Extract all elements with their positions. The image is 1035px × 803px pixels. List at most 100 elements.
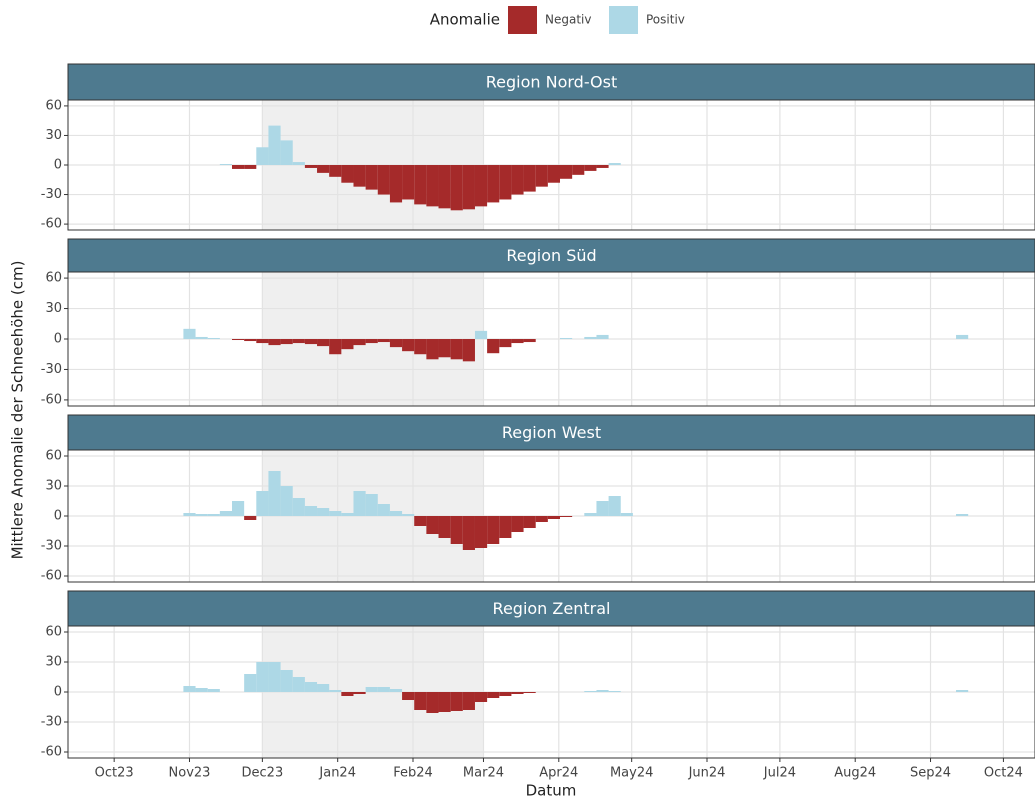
bar (414, 692, 427, 710)
bar (402, 165, 415, 200)
x-tick-label: Oct24 (984, 766, 1023, 781)
bar (426, 516, 439, 534)
y-tick-label: 0 (54, 332, 62, 347)
legend-swatch (508, 6, 537, 34)
bar (280, 486, 293, 516)
panel-title: Region Zentral (493, 599, 611, 618)
bar (414, 165, 427, 205)
panel-border (67, 99, 1035, 231)
bar (511, 692, 524, 694)
strip (67, 414, 1035, 451)
bar (499, 165, 512, 200)
y-tick-label: 30 (45, 128, 62, 143)
bar (426, 165, 439, 207)
y-tick-label: 0 (54, 509, 62, 524)
bar (523, 339, 536, 343)
bar (353, 692, 366, 694)
bar (317, 165, 330, 173)
bar (487, 516, 500, 544)
bar (304, 339, 318, 345)
bar (317, 684, 330, 692)
bar (474, 516, 488, 548)
bar (608, 691, 621, 692)
bar (426, 692, 439, 713)
x-tick-label: Aug24 (834, 766, 876, 781)
bar (353, 491, 366, 516)
bar (280, 140, 293, 165)
x-tick-label: Sep24 (910, 766, 951, 781)
bar (377, 504, 390, 516)
bar (244, 339, 257, 342)
bar (232, 339, 245, 341)
bar (304, 682, 318, 692)
x-tick-label: Oct23 (95, 766, 134, 781)
strip (67, 590, 1035, 627)
x-tick-label: Apr24 (539, 766, 578, 781)
x-tick-label: May24 (610, 766, 653, 781)
y-tick-label: -30 (41, 715, 62, 730)
bar (511, 339, 524, 344)
x-tick-label: Dec23 (242, 766, 284, 781)
y-tick-label: 30 (45, 479, 62, 494)
strip (67, 63, 1035, 101)
bar (219, 164, 233, 165)
bar (608, 496, 621, 516)
x-axis-title: Datum (526, 782, 577, 800)
bar (474, 330, 488, 339)
strip (67, 238, 1035, 273)
bar (547, 516, 561, 519)
bar (596, 334, 609, 339)
bar (547, 165, 561, 183)
panel-border (67, 449, 1035, 583)
panel-title: Region West (502, 423, 601, 442)
bar (414, 516, 427, 526)
bar (207, 514, 220, 516)
bar (389, 339, 403, 348)
bar (377, 687, 390, 692)
bar (207, 337, 220, 339)
panel-border (67, 625, 1035, 759)
panel-title: Region Süd (506, 246, 596, 265)
bar (341, 165, 354, 183)
bar (523, 516, 536, 528)
bar (584, 165, 597, 171)
bar (280, 670, 293, 692)
bar (462, 165, 475, 210)
bar (956, 690, 969, 692)
y-tick-label: -30 (41, 362, 62, 377)
y-tick-label: 0 (54, 685, 62, 700)
bar (450, 516, 463, 544)
bar (389, 165, 403, 203)
bar (365, 494, 378, 516)
x-tick-label: Nov23 (169, 766, 211, 781)
x-tick-label: Feb24 (393, 766, 433, 781)
bar (462, 339, 475, 362)
bar (596, 690, 609, 692)
bar (256, 339, 269, 344)
bar (183, 686, 196, 692)
bar (584, 336, 597, 339)
bar (365, 339, 378, 344)
y-tick-label: 60 (45, 449, 62, 464)
bar (474, 692, 488, 702)
bar (219, 511, 233, 516)
bar (487, 165, 500, 203)
bar (256, 491, 269, 516)
bar (304, 506, 318, 516)
bar (956, 334, 969, 339)
x-tick-label: Jan24 (318, 766, 356, 781)
y-axis-title: Mittlere Anomalie der Schneehöhe (cm) (9, 261, 27, 560)
bar (292, 498, 305, 516)
bar (195, 688, 208, 692)
bar (244, 674, 257, 692)
bar (596, 501, 609, 516)
bar (560, 165, 573, 179)
bar (329, 511, 342, 516)
bar (956, 514, 969, 516)
bar (207, 689, 220, 692)
bar (232, 501, 245, 516)
bar (402, 339, 415, 352)
bar (560, 516, 573, 517)
bar (256, 662, 269, 692)
x-tick-label: Jun24 (688, 766, 726, 781)
